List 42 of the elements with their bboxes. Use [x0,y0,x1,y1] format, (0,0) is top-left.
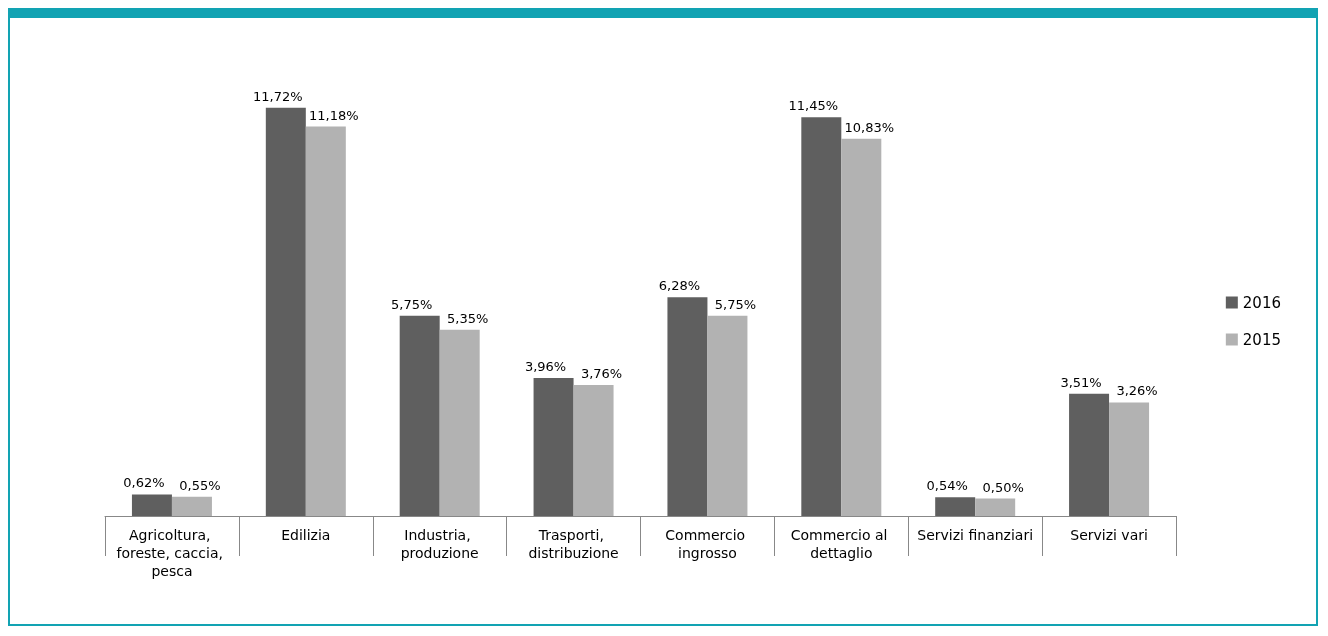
data-label: 10,83% [844,119,895,135]
bar [667,297,708,516]
bar [399,315,440,516]
bar [801,117,842,516]
data-label: 0,50% [982,479,1024,495]
data-label: 5,75% [391,296,433,312]
bar [707,315,748,516]
data-label: 3,96% [524,359,567,375]
data-label: 0,54% [926,478,968,494]
x-tick-label: Agricoltura, foreste, caccia, pesca [116,527,228,579]
data-label: 3,26% [1116,383,1158,399]
bar [265,107,306,516]
data-label: 0,62% [123,475,165,491]
legend-label: 2015 [1242,330,1282,349]
bar [935,497,976,516]
x-tick-label: Commercio ingrosso [665,527,750,561]
data-label: 5,75% [714,296,757,312]
bar [171,496,212,516]
data-label: 11,18% [309,107,359,123]
x-tick-label: Industria, produzione [400,527,479,561]
x-tick-label: Servizi finanziari [917,527,1034,543]
bar [975,498,1016,516]
data-label: 3,76% [580,366,623,382]
x-tick-label: Edilizia [281,527,331,543]
data-label: 5,35% [447,310,489,326]
legend-label: 2016 [1242,293,1282,312]
data-label: 11,72% [253,88,303,104]
bar [1069,393,1110,516]
bar [573,385,614,516]
bar [841,138,882,516]
data-label: 6,28% [658,278,701,294]
bar [131,494,172,516]
bar [533,378,574,516]
x-tick-label: Trasporti, distribuzione [528,527,619,561]
x-tick-label: Commercio al dettaglio [790,527,892,561]
bar [305,126,346,516]
data-label: 11,45% [788,98,839,114]
x-tick-label: Servizi vari [1070,527,1148,543]
bar [439,329,480,516]
data-label: 3,51% [1060,374,1102,390]
bar [1109,402,1150,516]
data-label: 0,55% [179,477,221,493]
